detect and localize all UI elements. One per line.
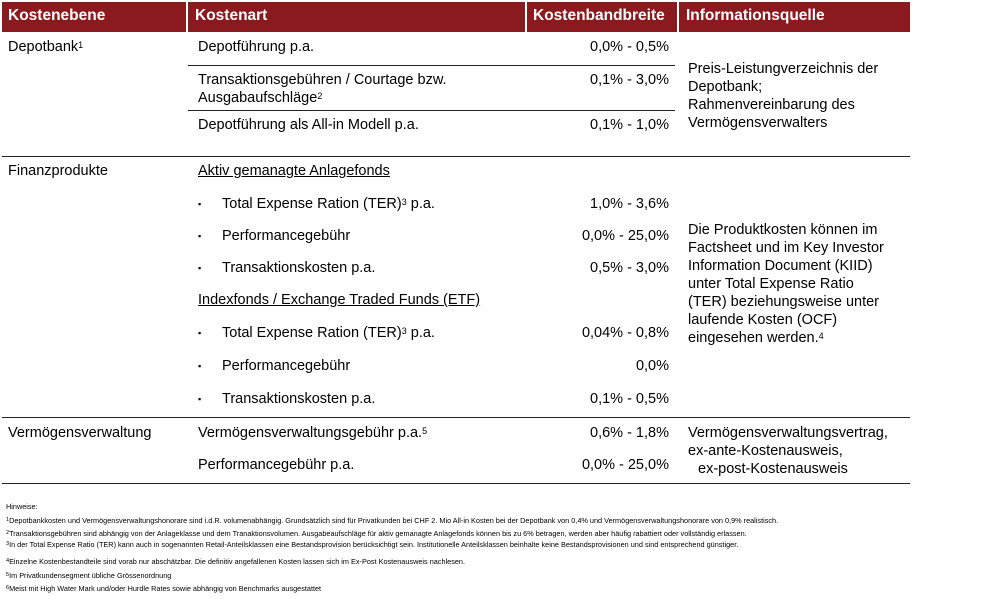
bullet-icon: ▪	[198, 231, 202, 241]
index-performancegebuehr: Performancegebühr	[222, 358, 351, 374]
range-aktiv-transaktion: 0,5% - 3,0%	[590, 260, 669, 276]
kostenebene-finanzprodukte: Finanzprodukte	[8, 163, 108, 179]
section-divider	[2, 483, 910, 484]
heading-aktiv-fonds: Aktiv gemanagte Anlagefonds	[198, 163, 390, 179]
range-index-performance: 0,0%	[635, 358, 669, 374]
kostenart-depotfuehrung: Depotführung p.a.	[198, 39, 315, 55]
kostenart-transaktionsgebuehren: Transaktionsgebühren / Courtage bzw.	[198, 72, 447, 88]
header-divider	[677, 2, 679, 32]
bullet-icon: ▪	[198, 263, 202, 273]
info-finanzprodukte: Die Produktkosten können im Factsheet un…	[688, 222, 884, 346]
header-kostenbandbreite: Kostenbandbreite	[533, 7, 665, 24]
footnote-5: 5Im Privatkundensegment übliche Grösseno…	[6, 571, 172, 580]
aktiv-ter: Total Expense Ration (TER)3 p.a.	[222, 196, 435, 212]
footnote-6: 6Meist mit High Water Mark und/oder Hurd…	[6, 584, 322, 593]
table-header: Kostenebene Kostenart Kostenbandbreite I…	[2, 2, 910, 32]
info-depotbank: Preis-Leistungverzeichnis der Depotbank;…	[688, 61, 879, 131]
kostenart-all-in: Depotführung als All-in Modell p.a.	[198, 117, 419, 133]
aktiv-transaktionskosten: Transaktionskosten p.a.	[222, 260, 376, 276]
header-informationsquelle: Informationsquelle	[686, 7, 825, 24]
kostenebene-vermoegensverwaltung: Vermögensverwaltung	[8, 425, 152, 441]
range-aktiv-performance: 0,0% - 25,0%	[581, 228, 669, 244]
range-index-transaktion: 0,1% - 0,5%	[590, 391, 669, 407]
index-transaktionskosten: Transaktionskosten p.a.	[222, 391, 376, 407]
footnotes-title: Hinweise:	[6, 502, 38, 511]
section-divider	[2, 417, 910, 418]
row-divider	[188, 110, 675, 111]
footnote-2: 2Transaktionsgebühren sind abhängig von …	[6, 529, 747, 538]
footnote-4: 4Einzelne Kostenbestandteile sind vorab …	[6, 557, 465, 566]
section-divider	[2, 156, 910, 157]
bullet-icon: ▪	[198, 199, 202, 209]
header-kostenebene: Kostenebene	[8, 7, 106, 24]
heading-indexfonds: Indexfonds / Exchange Traded Funds (ETF)	[198, 292, 481, 308]
aktiv-performancegebuehr: Performancegebühr	[222, 228, 351, 244]
kostenebene-depotbank: Depotbank1	[8, 39, 84, 55]
header-divider	[186, 2, 188, 32]
header-kostenart: Kostenart	[195, 7, 268, 24]
header-divider	[525, 2, 527, 32]
bullet-icon: ▪	[198, 328, 202, 338]
kostenart-vv-gebuehr: Vermögensverwaltungsgebühr p.a.5	[198, 425, 428, 441]
info-vermoegensverwaltung: Vermögensverwaltungsvertrag, ex-ante-Kos…	[688, 425, 888, 477]
range-transaktionsgebuehren: 0,1% - 3,0%	[590, 72, 669, 88]
bullet-icon: ▪	[198, 394, 202, 404]
range-depotfuehrung: 0,0% - 0,5%	[590, 39, 669, 55]
range-vv-gebuehr: 0,6% - 1,8%	[590, 425, 669, 441]
range-all-in: 0,1% - 1,0%	[590, 117, 669, 133]
range-aktiv-ter: 1,0% - 3,6%	[590, 196, 669, 212]
bullet-icon: ▪	[198, 361, 202, 371]
row-divider	[188, 65, 675, 66]
kostenart-ausgabaufschlaege: Ausgabaufschläge2	[198, 90, 323, 106]
range-index-ter: 0,04% - 0,8%	[581, 325, 669, 341]
index-ter: Total Expense Ration (TER)3 p.a.	[222, 325, 435, 341]
footnote-1: 1Depotbankkosten und Vermögensverwaltung…	[6, 516, 779, 525]
footnote-3: 3In der Total Expense Ratio (TER) kann a…	[6, 540, 739, 549]
kostenart-vv-performance: Performancegebühr p.a.	[198, 457, 355, 473]
range-vv-performance: 0,0% - 25,0%	[581, 457, 669, 473]
